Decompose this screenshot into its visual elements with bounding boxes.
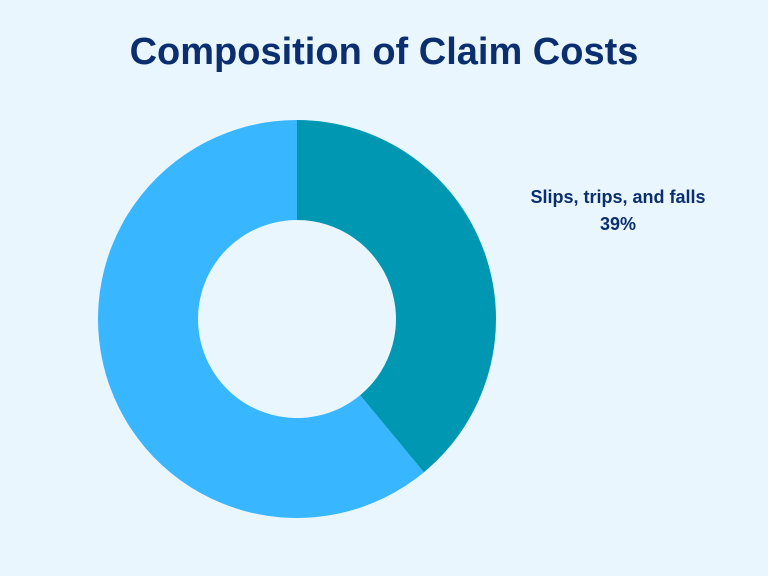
donut-slices: [98, 120, 497, 518]
donut-slice-0: [297, 120, 497, 473]
slice-label-slips-trips-falls: Slips, trips, and falls 39%: [500, 184, 736, 238]
donut-slice-1: [98, 120, 424, 518]
slice-label-name: Slips, trips, and falls: [530, 187, 706, 207]
chart-title: Composition of Claim Costs: [129, 31, 639, 73]
slice-label-value: 39%: [599, 214, 637, 234]
